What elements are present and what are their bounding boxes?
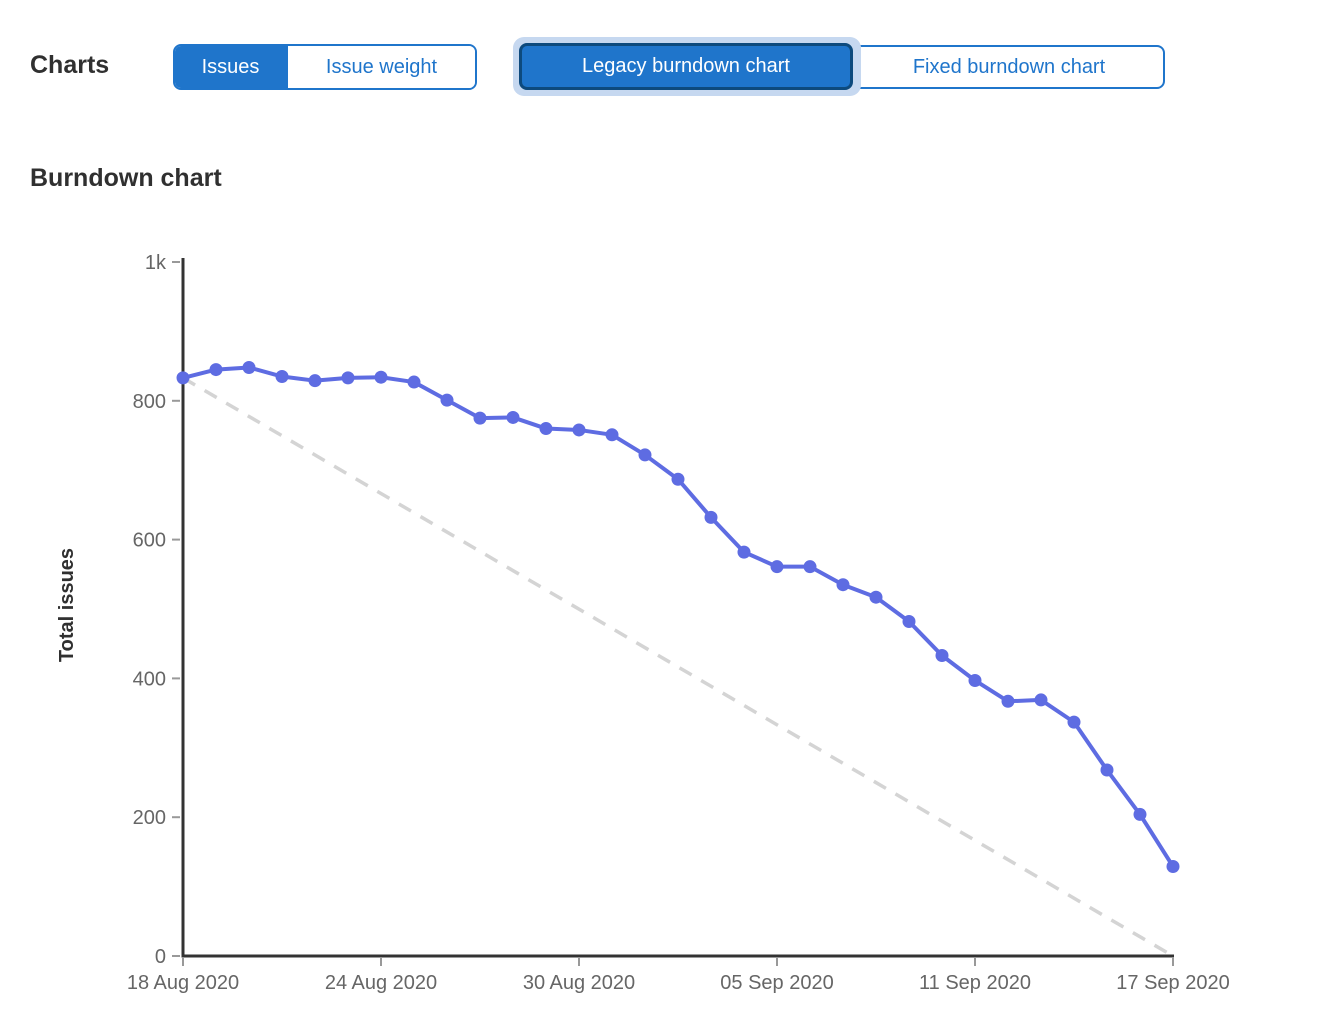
data-point: [308, 374, 322, 388]
data-point: [209, 363, 223, 377]
data-point: [176, 371, 190, 385]
metric-toggle-group: Issues Issue weight: [173, 44, 477, 90]
data-point: [1100, 763, 1114, 777]
data-point: [704, 510, 718, 524]
data-point: [902, 614, 916, 628]
data-point: [968, 673, 982, 687]
data-point: [836, 578, 850, 592]
issues-remaining-line: [181, 365, 1175, 869]
data-point: [1034, 693, 1048, 707]
data-point: [869, 590, 883, 604]
data-point: [473, 411, 487, 425]
x-tick-label: 11 Sep 2020: [919, 972, 1031, 994]
data-point: [407, 375, 421, 389]
data-point: [539, 422, 553, 436]
data-point: [341, 371, 355, 385]
chart-type-toggle-group: Legacy burndown chart Fixed burndown cha…: [513, 37, 1165, 96]
data-point: [1067, 715, 1081, 729]
legacy-burndown-chart-button[interactable]: Legacy burndown chart: [519, 43, 853, 90]
y-tick-label: 1k: [145, 252, 167, 274]
fixed-burndown-chart-button[interactable]: Fixed burndown chart: [853, 45, 1165, 89]
x-tick-label: 30 Aug 2020: [523, 972, 635, 994]
data-point: [440, 393, 454, 407]
y-tick-label: 0: [155, 946, 166, 968]
data-point: [1133, 807, 1147, 821]
data-point: [242, 360, 256, 374]
data-point: [671, 472, 685, 486]
y-tick-label: 200: [133, 807, 166, 829]
data-point: [737, 545, 751, 559]
x-tick-label: 05 Sep 2020: [720, 972, 833, 994]
x-tick-label: 24 Aug 2020: [325, 972, 437, 994]
data-point: [1001, 694, 1015, 708]
y-tick-label: 800: [133, 391, 166, 413]
issue-weight-toggle-button[interactable]: Issue weight: [286, 46, 475, 88]
ideal-pace-guideline: [182, 376, 1174, 958]
y-tick-label: 400: [133, 668, 166, 690]
data-point: [1166, 859, 1180, 873]
data-point: [275, 370, 289, 384]
issues-toggle-button[interactable]: Issues: [175, 46, 286, 88]
data-point: [638, 448, 652, 462]
data-point: [803, 560, 817, 574]
data-point: [935, 648, 949, 662]
y-tick-label: 600: [133, 530, 166, 552]
data-point: [506, 410, 520, 424]
data-point: [374, 370, 388, 384]
x-tick-label: 18 Aug 2020: [127, 972, 239, 994]
data-point: [605, 428, 619, 442]
data-point: [572, 423, 586, 437]
charts-label: Charts: [30, 51, 110, 79]
page-title: Burndown chart: [30, 164, 222, 192]
x-tick-label: 17 Sep 2020: [1116, 972, 1229, 994]
data-point: [770, 560, 784, 574]
